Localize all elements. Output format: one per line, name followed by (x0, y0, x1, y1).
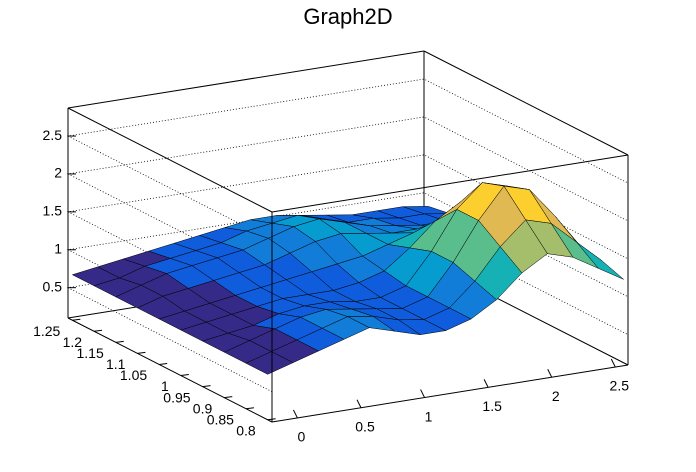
tick-mark (267, 418, 276, 421)
chart-title: Graph2D (303, 4, 392, 29)
frame-edge (271, 154, 629, 213)
frame-edge (67, 50, 425, 109)
z-tick-label: 1 (54, 240, 62, 256)
y-tick-label: 0.85 (207, 411, 234, 427)
grid-line (66, 116, 629, 279)
tick-mark (72, 318, 81, 321)
y-tick-label: 0.8 (236, 422, 256, 438)
y-tick-label: 0.95 (163, 389, 190, 405)
x-tick-label: 1.5 (482, 398, 502, 414)
x-tick-label: 0 (298, 429, 306, 445)
y-tick-label: 1.2 (63, 334, 83, 350)
tick-mark (180, 374, 189, 377)
y-tick-label: 1 (161, 378, 169, 394)
surface-cell (245, 351, 294, 375)
tick-mark (202, 385, 211, 388)
z-tick-label: 0.5 (43, 278, 63, 294)
y-tick-label: 1.05 (120, 367, 147, 383)
tick-mark (245, 407, 255, 410)
tick-mark (610, 358, 616, 368)
x-tick-label: 2 (552, 388, 560, 404)
y-tick-label: 1.15 (76, 345, 103, 361)
frame-edge (67, 317, 273, 423)
frame-edge (67, 107, 273, 213)
y-tick-label: 0.9 (193, 400, 213, 416)
z-tick-label: 1.5 (43, 203, 63, 219)
tick-mark (547, 368, 553, 378)
tick-mark (356, 399, 362, 408)
tick-mark (420, 389, 426, 398)
x-tick-label: 2.5 (610, 378, 630, 394)
frame-edge (423, 50, 629, 156)
frame-edge (271, 364, 629, 423)
tick-mark (137, 351, 146, 354)
y-tick-label: 1.25 (33, 323, 60, 339)
grid-line (66, 230, 629, 393)
x-tick-label: 0.5 (355, 418, 375, 434)
z-tick-label: 2.5 (43, 127, 63, 143)
y-tick-label: 1.1 (106, 356, 126, 372)
tick-mark (159, 362, 168, 365)
tick-mark (292, 409, 298, 419)
x-tick-label: 1 (425, 408, 433, 424)
tick-mark (93, 329, 103, 332)
z-tick-label: 2 (54, 165, 62, 181)
grid-line (66, 78, 629, 241)
tick-mark (483, 379, 489, 388)
tick-mark (115, 340, 124, 343)
tick-mark (224, 396, 233, 399)
